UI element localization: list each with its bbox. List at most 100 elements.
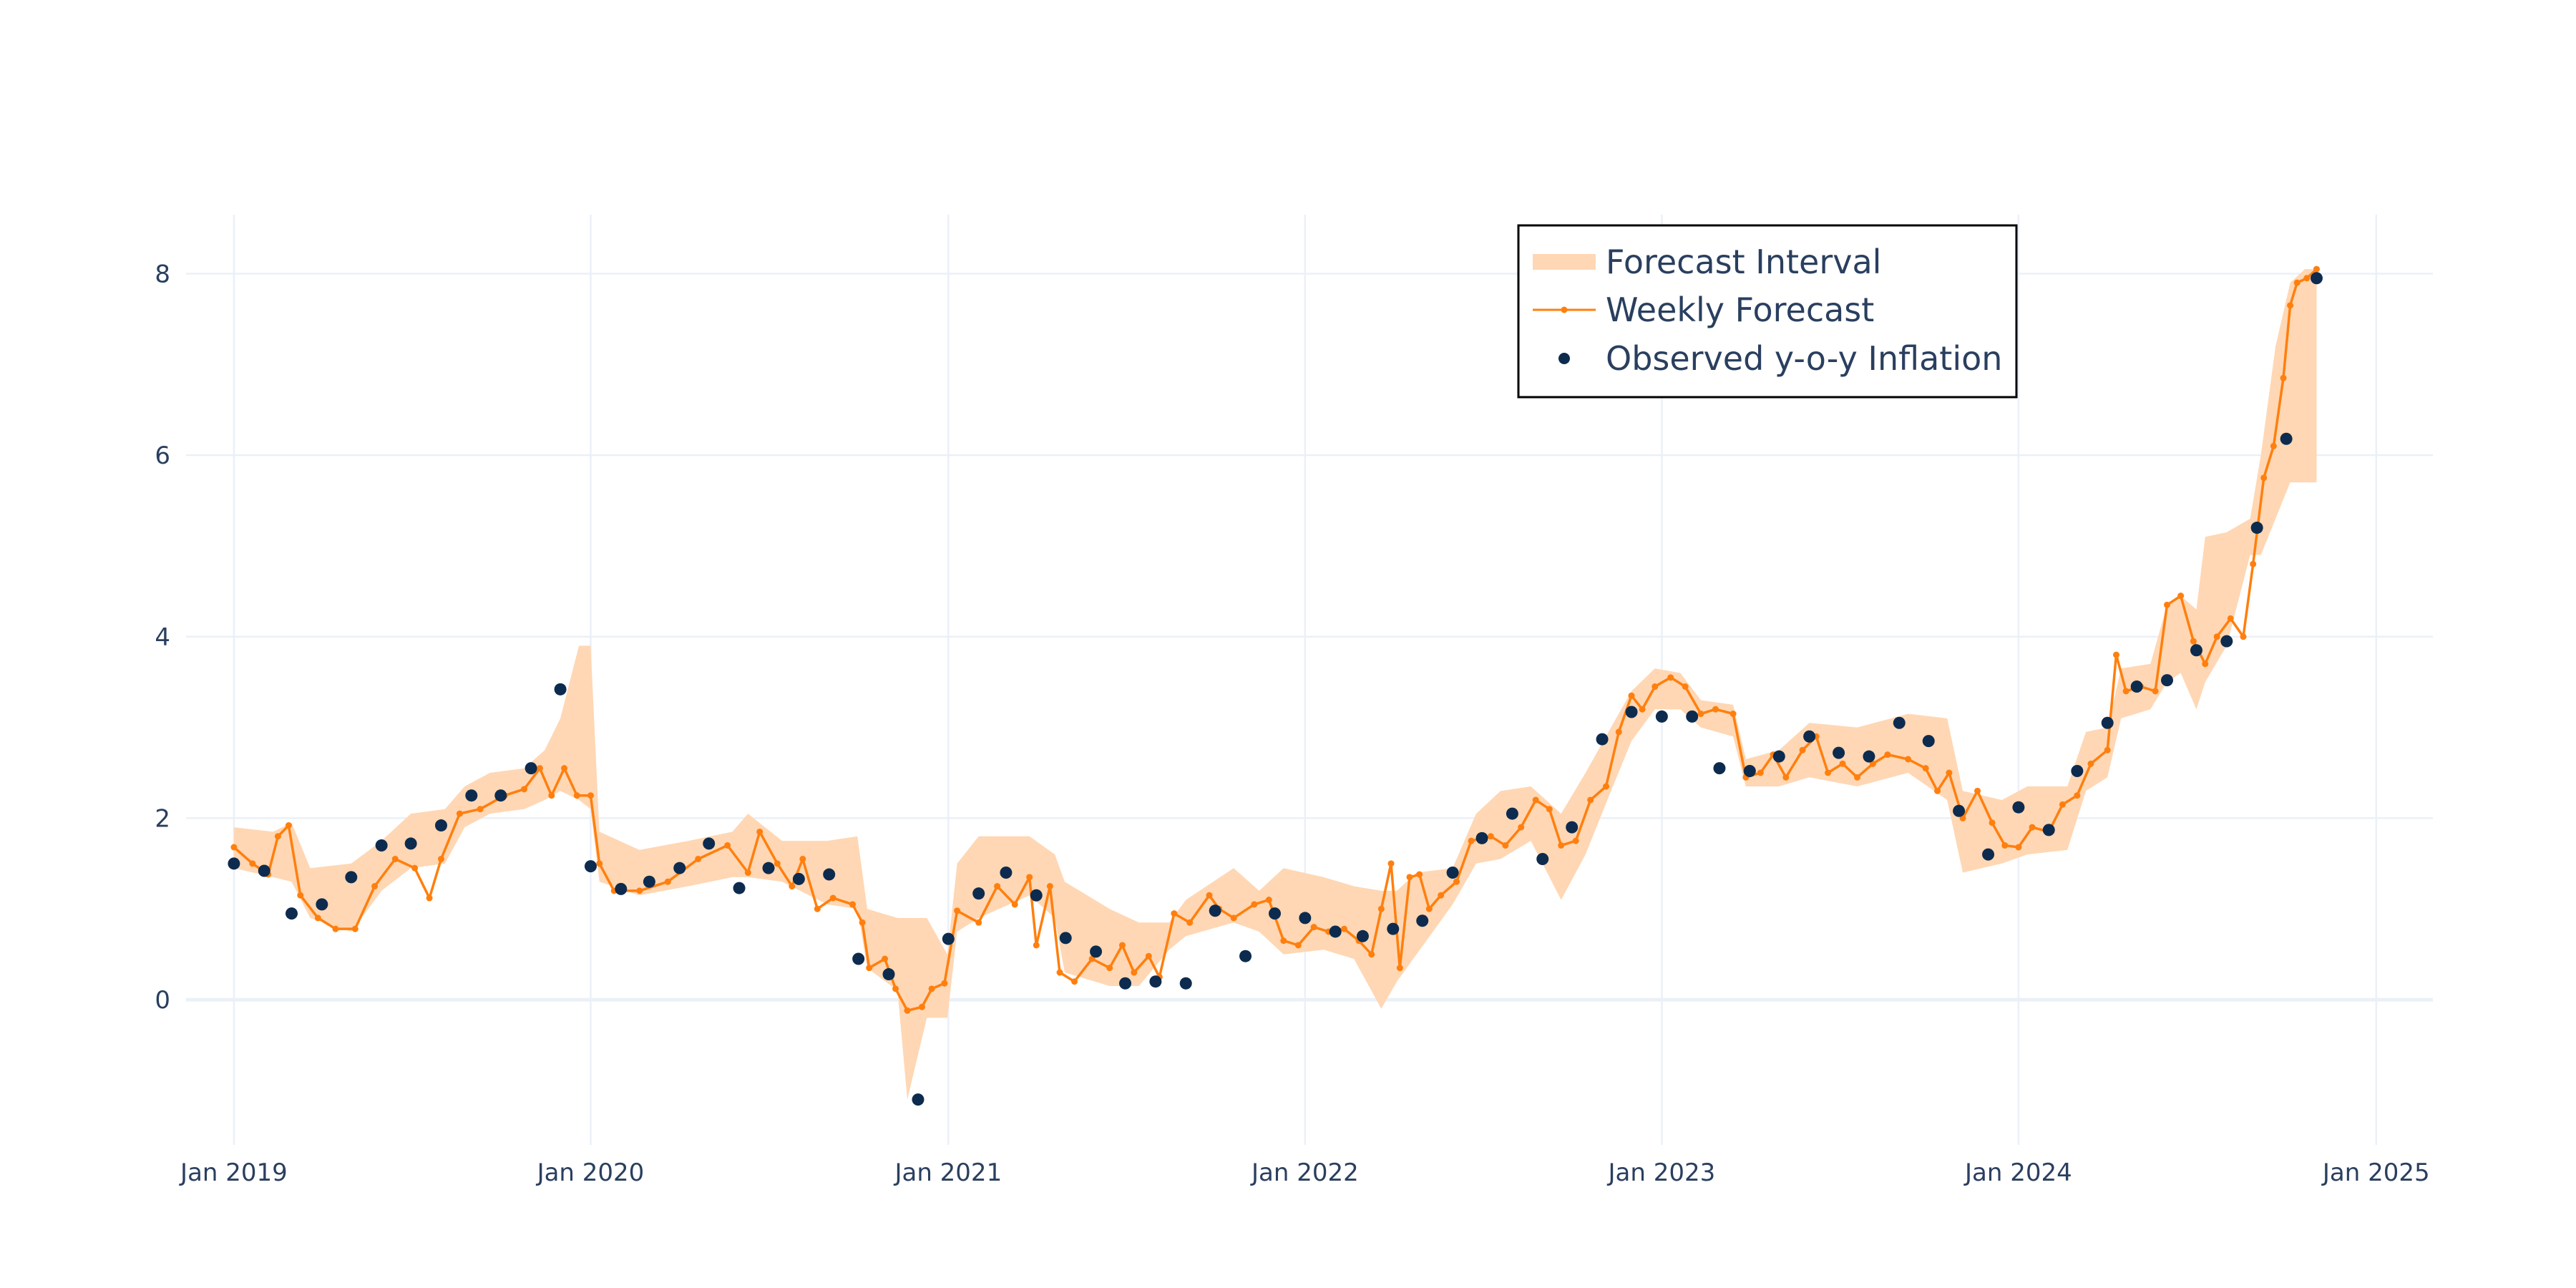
- observed-point: [1893, 716, 1906, 729]
- forecast-marker: [1922, 765, 1929, 772]
- forecast-marker: [1425, 905, 1433, 912]
- forecast-marker: [1026, 874, 1033, 881]
- forecast-marker: [724, 841, 731, 849]
- forecast-marker: [2293, 279, 2301, 286]
- observed-point: [1863, 750, 1875, 763]
- forecast-marker: [411, 864, 419, 872]
- forecast-marker: [1206, 892, 1213, 899]
- forecast-marker: [2270, 442, 2277, 449]
- forecast-marker: [1340, 925, 1347, 932]
- forecast-marker: [2213, 633, 2220, 640]
- forecast-marker: [2227, 615, 2234, 622]
- forecast-marker: [2260, 474, 2268, 482]
- forecast-marker: [1825, 769, 1832, 776]
- forecast-marker: [1639, 706, 1646, 713]
- forecast-marker: [2029, 824, 2036, 831]
- forecast-marker: [274, 833, 281, 840]
- forecast-marker: [2074, 792, 2081, 799]
- observed-point: [1239, 950, 1252, 962]
- observed-point: [2160, 674, 2173, 687]
- observed-point: [792, 872, 805, 885]
- observed-point: [228, 857, 240, 870]
- observed-point: [762, 862, 775, 874]
- forecast-marker: [2001, 841, 2009, 849]
- x-tick-label: Jan 2024: [1963, 1158, 2072, 1187]
- forecast-marker: [941, 980, 948, 987]
- legend-item-observed[interactable]: Observed y-o-y Inflation: [1558, 339, 2002, 378]
- forecast-marker: [1502, 841, 1509, 849]
- observed-point: [1446, 867, 1459, 879]
- forecast-marker: [596, 860, 603, 867]
- forecast-marker: [1729, 711, 1737, 718]
- forecast-marker: [849, 901, 856, 908]
- observed-point: [1922, 735, 1935, 748]
- legend[interactable]: Forecast Interval Weekly Forecast Observ…: [1517, 224, 2018, 399]
- forecast-marker: [1869, 760, 1876, 767]
- forecast-marker: [1056, 969, 1063, 976]
- forecast-marker: [2163, 601, 2170, 608]
- observed-point: [2220, 635, 2233, 648]
- forecast-marker: [1697, 711, 1704, 718]
- forecast-marker: [1368, 951, 1375, 958]
- observed-point: [643, 875, 655, 888]
- forecast-marker: [1280, 937, 1287, 945]
- forecast-marker: [1546, 806, 1553, 813]
- y-tick-label: 6: [155, 441, 170, 470]
- forecast-marker: [456, 810, 463, 817]
- observed-point: [1596, 733, 1609, 746]
- forecast-marker: [548, 792, 555, 799]
- forecast-marker: [954, 907, 961, 914]
- forecast-marker: [230, 844, 238, 851]
- observed-point: [525, 762, 537, 775]
- forecast-marker: [664, 878, 671, 885]
- observed-point: [942, 932, 955, 945]
- forecast-marker: [1854, 774, 1861, 781]
- observed-point: [404, 837, 417, 850]
- forecast-marker: [1011, 901, 1018, 908]
- observed-point: [1833, 746, 1845, 759]
- forecast-marker: [1118, 942, 1126, 949]
- forecast-marker: [1396, 965, 1403, 972]
- observed-point: [912, 1093, 924, 1106]
- observed-point: [345, 871, 358, 884]
- forecast-marker: [1186, 919, 1194, 926]
- observed-point: [1625, 706, 1638, 718]
- forecast-marker: [285, 822, 292, 829]
- forecast-marker: [1468, 837, 1475, 844]
- forecast-marker: [1377, 905, 1385, 912]
- forecast-marker: [799, 855, 806, 862]
- forecast-marker: [2280, 374, 2287, 381]
- forecast-marker: [351, 925, 358, 932]
- forecast-marker: [2313, 265, 2320, 273]
- forecast-marker: [1615, 728, 1622, 736]
- grid-layer: [186, 215, 2433, 1145]
- forecast-marker: [1757, 769, 1764, 776]
- y-tick-label: 4: [155, 623, 170, 652]
- observed-point: [316, 898, 328, 911]
- forecast-marker: [249, 860, 256, 867]
- observed-point: [1090, 945, 1103, 958]
- observed-point: [733, 882, 746, 894]
- forecast-marker: [829, 894, 836, 902]
- legend-label-weekly-forecast: Weekly Forecast: [1606, 291, 1874, 329]
- forecast-marker: [1310, 924, 1317, 931]
- forecast-marker: [1088, 955, 1096, 962]
- forecast-marker: [1251, 901, 1258, 908]
- x-tick-label: Jan 2022: [1250, 1158, 1359, 1187]
- observed-point: [673, 862, 686, 874]
- forecast-marker: [1265, 897, 1272, 904]
- forecast-marker: [789, 883, 796, 890]
- forecast-marker: [477, 806, 484, 813]
- observed-point: [1953, 804, 1966, 817]
- observed-point: [2190, 644, 2202, 657]
- legend-item-forecast-interval[interactable]: Forecast Interval: [1533, 243, 1881, 281]
- legend-item-weekly-forecast[interactable]: Weekly Forecast: [1533, 291, 1874, 329]
- forecast-marker: [297, 892, 304, 899]
- forecast-marker: [1131, 969, 1138, 976]
- observed-point: [1356, 930, 1369, 942]
- forecast-marker: [892, 985, 899, 992]
- y-tick-label: 8: [155, 260, 170, 288]
- forecast-marker: [2250, 560, 2257, 567]
- observed-point: [1743, 764, 1756, 777]
- forecast-marker: [2087, 760, 2094, 767]
